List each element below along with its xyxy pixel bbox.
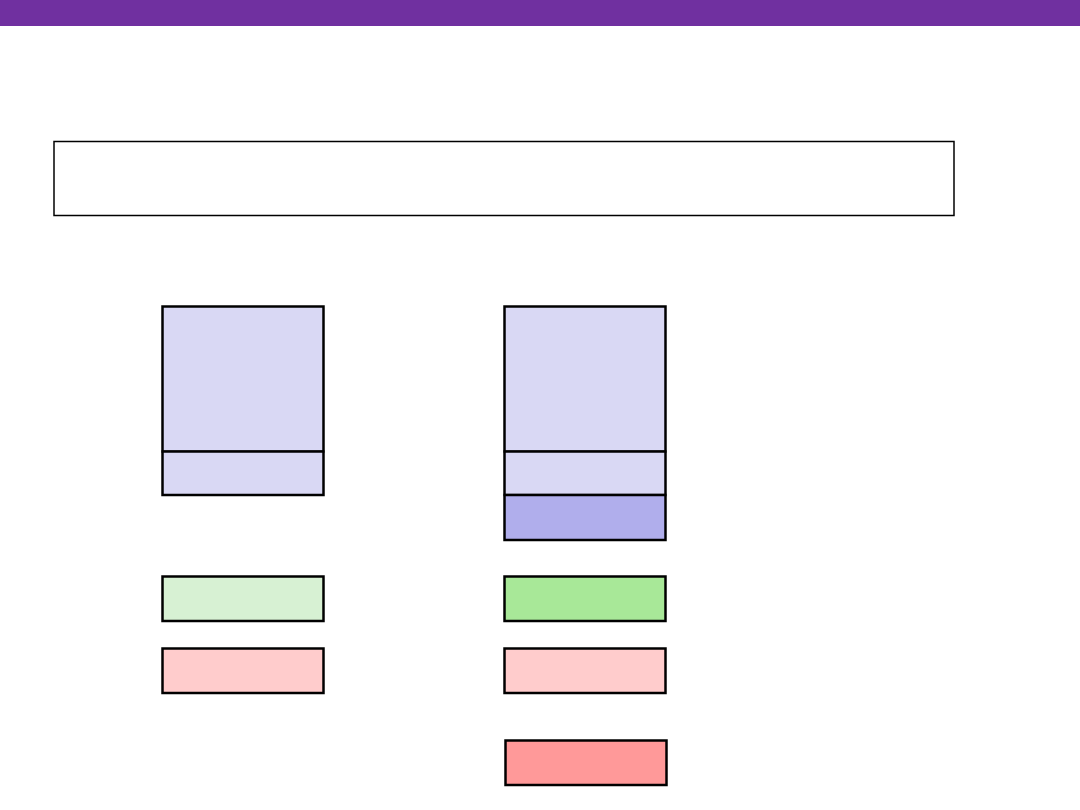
- pink-box-left: [161, 647, 325, 695]
- title-box: [53, 140, 955, 217]
- red-box: [504, 739, 668, 787]
- green-box-right: [503, 575, 667, 623]
- green-box-left: [161, 575, 325, 623]
- block-right-top: [503, 305, 667, 453]
- block-right-bottom: [503, 493, 667, 542]
- block-left-top: [161, 305, 325, 453]
- pink-box-right: [503, 647, 667, 695]
- block-left-middle: [161, 450, 325, 497]
- header-bar: [0, 0, 1080, 26]
- block-right-middle: [503, 450, 667, 497]
